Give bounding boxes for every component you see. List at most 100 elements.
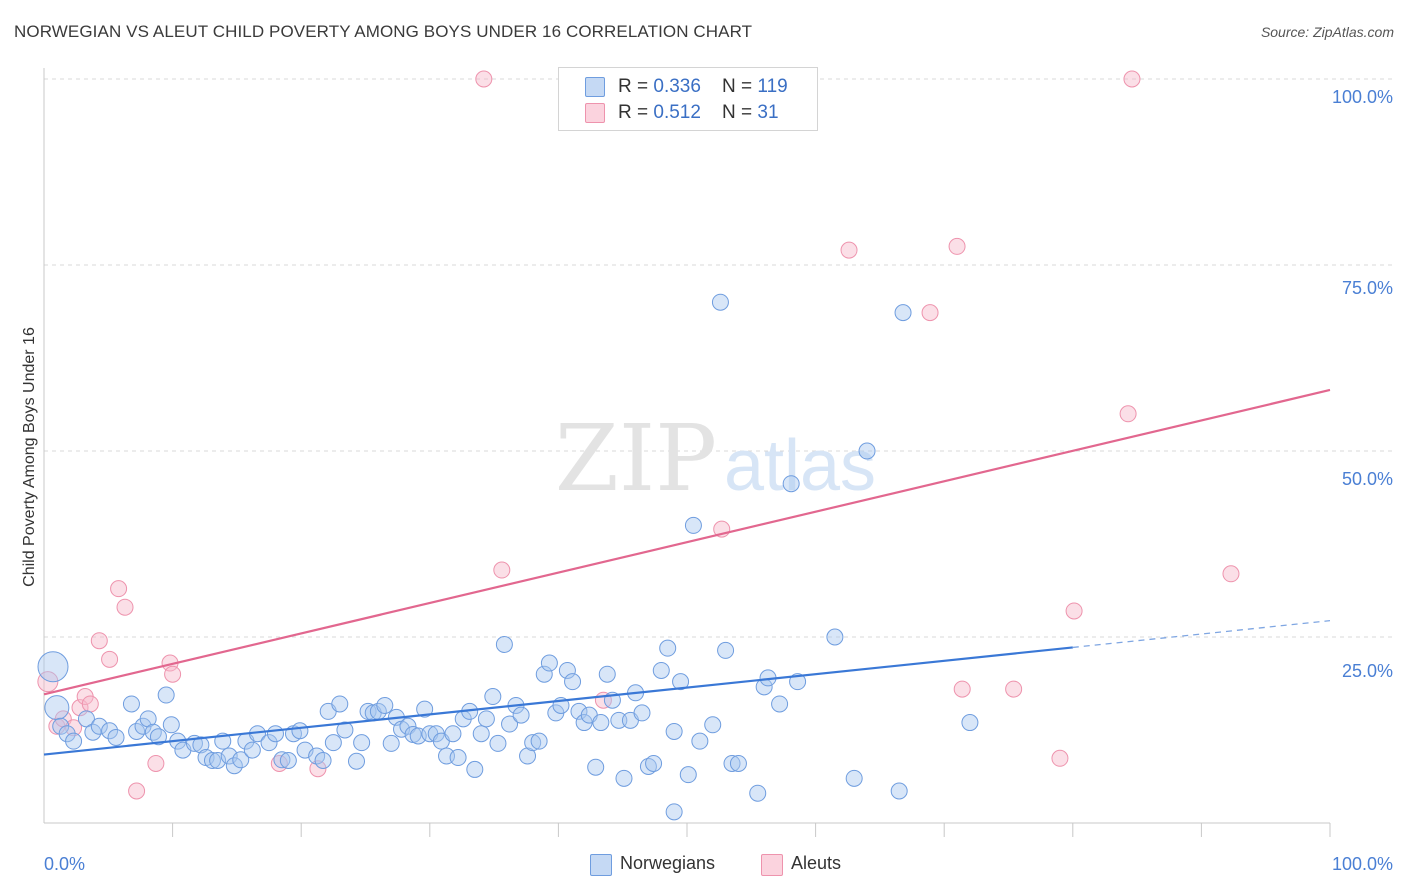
norwegian-point-119 [894, 304, 912, 322]
norwegian-point-99 [659, 639, 677, 657]
norwegian-point-82 [558, 661, 576, 679]
norwegian-point-107 [717, 641, 735, 659]
aleut-point-11 [128, 782, 146, 800]
norwegian-point-16 [157, 686, 175, 704]
norwegian-point-28 [232, 751, 250, 769]
norwegian-point-44 [336, 721, 354, 739]
aleut-point-10 [116, 598, 134, 616]
norwegian-point-118 [890, 782, 908, 800]
norwegian-point-72 [501, 715, 519, 733]
norwegian-point-108 [723, 754, 741, 772]
aleut-point-28 [1119, 405, 1137, 423]
norwegian-point-102 [679, 766, 697, 784]
x-tick-label-100: 100.0% [1332, 854, 1393, 874]
norwegian-point-104 [691, 732, 709, 750]
watermark-zip: ZIP [555, 405, 717, 512]
aleut-point-30 [1222, 565, 1240, 583]
aleut-point-6 [81, 695, 99, 713]
aleut-point-12 [147, 754, 165, 772]
norwegian-point-101 [672, 673, 690, 691]
norwegian-point-114 [789, 673, 807, 691]
norwegian-point-66 [466, 760, 484, 778]
norwegian-point-120 [961, 714, 979, 732]
source-credit: Source: ZipAtlas.com [1260, 24, 1394, 40]
aleuts-r-value: 0.512 [653, 102, 701, 123]
norwegian-point-76 [524, 734, 542, 752]
aleut-point-16 [309, 760, 327, 778]
aleuts-swatch [585, 103, 605, 123]
norwegian-point-69 [484, 688, 502, 706]
chart-title: NORWEGIAN VS ALEUT CHILD POVERTY AMONG B… [14, 22, 753, 41]
aleut-point-9 [110, 580, 128, 598]
aleut-point-0 [37, 671, 59, 693]
norwegian-point-33 [266, 725, 284, 743]
norwegian-point-27 [225, 757, 243, 775]
watermark-atlas: atlas [724, 426, 876, 506]
norwegian-point-75 [519, 747, 537, 765]
norwegian-point-51 [382, 734, 400, 752]
norwegian-point-92 [615, 769, 633, 787]
norwegians-swatch [585, 77, 605, 97]
norwegian-point-13 [139, 710, 157, 728]
norwegian-point-74 [512, 706, 530, 724]
aleuts-trend-line [43, 388, 1331, 696]
y-tick-label-50: 50.0% [1342, 469, 1393, 489]
norwegians-legend-label: Norwegians [620, 853, 716, 873]
norwegian-point-113 [782, 475, 800, 493]
norwegian-point-68 [477, 710, 495, 728]
series-legend: Norwegians Aleuts [0, 852, 1406, 878]
norwegian-point-117 [858, 442, 876, 460]
norwegian-point-95 [633, 704, 651, 722]
norwegian-point-121 [665, 803, 683, 821]
norwegian-point-30 [243, 741, 261, 759]
norwegian-point-110 [749, 784, 767, 802]
norwegian-point-91 [610, 711, 628, 729]
norwegian-point-34 [273, 751, 291, 769]
y-tick-label-100: 100.0% [1332, 87, 1393, 107]
norwegian-point-83 [564, 673, 582, 691]
norwegians-r-value: 0.336 [653, 76, 701, 97]
aleut-point-7 [90, 632, 108, 650]
norwegian-point-84 [570, 702, 588, 720]
norwegians-n-label: N = [722, 76, 758, 97]
norwegian-point-77 [530, 732, 548, 750]
norwegian-point-97 [645, 754, 663, 772]
norwegian-point-6 [84, 723, 102, 741]
norwegian-point-100 [665, 722, 683, 740]
norwegian-point-43 [331, 695, 349, 713]
aleut-point-17 [475, 70, 493, 88]
y-tick-label-25: 25.0% [1342, 661, 1393, 681]
norwegian-point-21 [192, 736, 210, 754]
norwegian-point-9 [107, 728, 125, 746]
y-tick-label-75: 75.0% [1342, 278, 1393, 298]
norwegian-point-63 [449, 749, 467, 767]
norwegian-point-10 [122, 695, 140, 713]
norwegian-point-88 [592, 714, 610, 732]
correlation-legend: R = 0.336 N = 119 R = 0.512 N = 31 [558, 67, 818, 131]
norwegian-point-105 [704, 716, 722, 734]
aleut-point-26 [1051, 749, 1069, 767]
aleut-point-14 [164, 665, 182, 683]
aleut-point-29 [1123, 70, 1141, 88]
aleut-point-8 [101, 650, 119, 668]
norwegians-trend-line [43, 646, 1073, 756]
aleut-point-21 [840, 241, 858, 259]
norwegian-point-98 [652, 661, 670, 679]
norwegian-point-109 [729, 754, 747, 772]
norwegian-point-46 [353, 734, 371, 752]
norwegian-point-15 [149, 728, 167, 746]
norwegian-point-40 [314, 752, 332, 770]
aleut-point-24 [953, 680, 971, 698]
norwegian-point-42 [324, 734, 342, 752]
norwegians-n-value: 119 [757, 76, 788, 97]
norwegian-point-45 [347, 752, 365, 770]
norwegian-point-70 [489, 734, 507, 752]
aleuts-legend-label: Aleuts [791, 853, 842, 873]
norwegian-point-7 [90, 717, 108, 735]
norwegian-point-106 [711, 293, 729, 311]
norwegian-point-32 [260, 734, 278, 752]
norwegian-point-79 [540, 654, 558, 672]
norwegian-point-50 [376, 696, 394, 714]
norwegian-point-96 [639, 757, 657, 775]
